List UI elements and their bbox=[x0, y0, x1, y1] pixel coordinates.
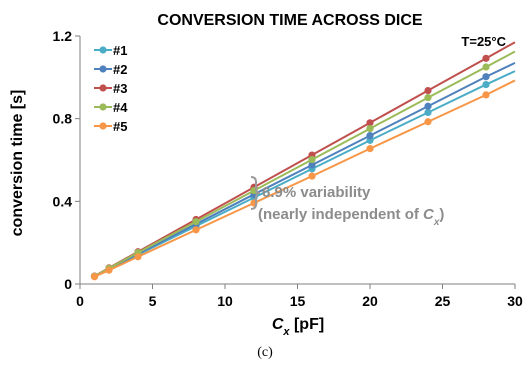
x-tick-label: 15 bbox=[290, 293, 306, 309]
x-tick-label: 25 bbox=[435, 293, 451, 309]
legend-swatch-marker bbox=[99, 65, 107, 73]
data-point bbox=[424, 108, 432, 117]
variability-annotation: 6.9% variability bbox=[262, 184, 371, 201]
data-point bbox=[482, 73, 490, 81]
x-tick-label: 30 bbox=[507, 293, 523, 309]
note-prefix: (nearly independent of bbox=[258, 206, 423, 223]
data-point bbox=[192, 217, 200, 226]
legend-label: #2 bbox=[113, 62, 127, 77]
series-line bbox=[94, 61, 516, 278]
legend-label: #1 bbox=[113, 43, 127, 58]
legend-item: #3 bbox=[94, 81, 127, 96]
data-point bbox=[105, 266, 113, 274]
y-tick-label: 0 bbox=[64, 276, 72, 292]
data-point bbox=[482, 91, 490, 99]
x-tick-label: 10 bbox=[217, 293, 233, 309]
legend-swatch-marker bbox=[99, 122, 107, 130]
data-point bbox=[366, 119, 374, 127]
legend-item: #5 bbox=[94, 119, 127, 134]
data-point bbox=[308, 172, 316, 180]
legend-item: #1 bbox=[94, 43, 127, 58]
note-var: C bbox=[423, 206, 435, 223]
data-point bbox=[424, 102, 432, 110]
series-5 bbox=[90, 79, 516, 281]
series-layer bbox=[90, 41, 516, 281]
variability-bracket bbox=[250, 176, 261, 210]
chart-title: CONVERSION TIME ACROSS DICE bbox=[157, 12, 423, 29]
legend-label: #3 bbox=[113, 81, 127, 96]
data-point bbox=[424, 86, 432, 95]
y-axis-label: conversion time [s] bbox=[9, 90, 26, 237]
legend-swatch-marker bbox=[99, 103, 107, 111]
x-label-var: C bbox=[272, 316, 284, 333]
variability-note: (nearly independent of Cx) bbox=[258, 206, 444, 228]
temperature-label: T=25°C bbox=[461, 34, 506, 49]
x-tick-label: 0 bbox=[76, 293, 84, 309]
x-label-unit: [pF] bbox=[290, 316, 325, 333]
y-tick-label: 0.4 bbox=[53, 193, 73, 209]
data-point bbox=[90, 273, 99, 281]
legend-label: #4 bbox=[113, 100, 128, 115]
legend: #1 #2 #3 #4 #5 bbox=[94, 43, 128, 134]
data-point bbox=[482, 54, 490, 62]
data-point bbox=[424, 93, 432, 102]
series-line bbox=[94, 79, 516, 278]
data-point bbox=[482, 80, 490, 89]
data-point bbox=[192, 226, 200, 234]
note-suffix: ) bbox=[439, 206, 444, 223]
x-tick-label: 20 bbox=[362, 293, 378, 309]
legend-item: #2 bbox=[94, 62, 127, 77]
data-point bbox=[424, 118, 432, 126]
data-point bbox=[482, 63, 490, 71]
data-point bbox=[366, 145, 374, 153]
x-axis-label: Cx [pF] bbox=[272, 316, 324, 338]
legend-item: #4 bbox=[94, 100, 128, 115]
data-point bbox=[366, 124, 374, 133]
legend-label: #5 bbox=[113, 119, 127, 134]
y-tick-label: 0.8 bbox=[53, 111, 73, 127]
x-tick-label: 5 bbox=[149, 293, 157, 309]
series-line bbox=[94, 50, 516, 278]
data-point bbox=[308, 161, 316, 169]
y-tick-label: 1.2 bbox=[53, 28, 73, 44]
figure-caption: (c) bbox=[257, 345, 273, 360]
x-label-sub: x bbox=[282, 326, 290, 338]
plot-area: 0 0.4 0.8 1.2 0 5 10 15 20 25 30 bbox=[53, 28, 523, 309]
note-sub: x bbox=[433, 217, 440, 228]
legend-swatch-marker bbox=[99, 84, 107, 92]
data-point bbox=[308, 155, 316, 164]
series-line bbox=[94, 70, 516, 278]
data-point bbox=[366, 132, 374, 140]
data-point bbox=[134, 253, 142, 261]
legend-swatch-marker bbox=[99, 46, 107, 54]
